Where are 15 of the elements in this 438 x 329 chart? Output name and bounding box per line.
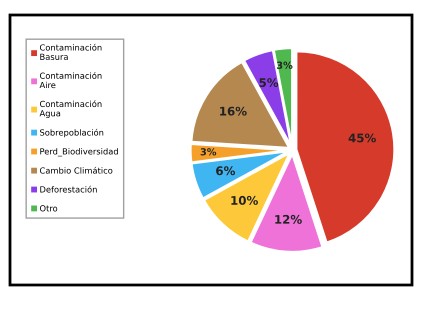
data-label: 45%	[348, 133, 376, 142]
data-label: 10%	[231, 196, 258, 205]
data-label: 6%	[216, 166, 236, 176]
legend-label: Contaminación Agua	[40, 100, 102, 118]
data-label: 5%	[259, 78, 278, 88]
legend-label: Perd_Biodiversidad	[40, 148, 118, 156]
data-label: 12%	[275, 214, 302, 224]
legend-label: Contaminación Basura	[40, 44, 102, 60]
legend-label: Sobrepoblación	[40, 128, 104, 138]
data-label: 16%	[220, 106, 247, 116]
legend-label: Contaminación Aire	[40, 72, 102, 88]
legend-label: Otro	[40, 205, 58, 212]
data-label: 3%	[200, 148, 216, 156]
legend-label: Cambio Climático	[40, 166, 112, 174]
legend-label: Deforestación	[40, 186, 97, 193]
